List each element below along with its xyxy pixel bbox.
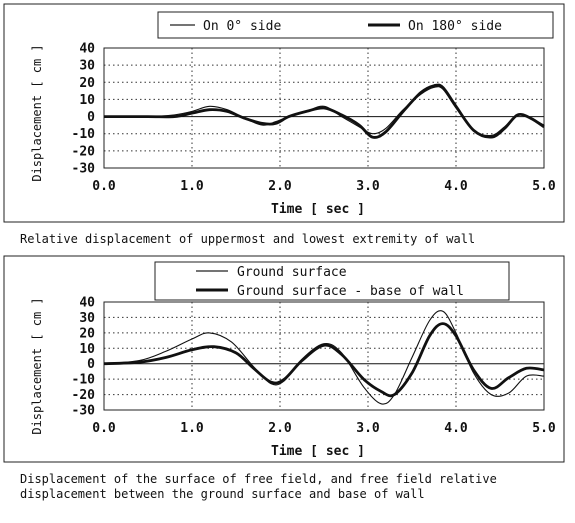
chart-bottom-frame <box>3 255 565 463</box>
chart-top-y-tick-label: -10 <box>72 127 96 142</box>
chart-bottom-legend: Ground surface Ground surface - base of … <box>154 261 510 301</box>
chart-top-legend-box <box>157 11 554 39</box>
chart-bottom-y-tick-label: 0 <box>87 357 95 372</box>
chart-top-y-axis-label: Displacement [ cm ] <box>30 44 44 181</box>
chart-bottom-x-tick-label: 4.0 <box>444 421 468 436</box>
chart-top-plot-border <box>103 47 545 169</box>
chart-top-x-tick-label: 2.0 <box>268 179 292 194</box>
chart-bottom-y-tick-label: 20 <box>79 326 95 341</box>
chart-top-y-tick-label: 10 <box>79 93 95 108</box>
chart-top-legend-label-1: On 180° side <box>408 19 502 34</box>
chart-top-series-0-line <box>103 86 545 137</box>
chart-bottom-caption: Displacement of the surface of free fiel… <box>20 472 505 501</box>
chart-top-caption: Relative displacement of uppermost and l… <box>20 232 476 246</box>
chart-top-y-tick-label: 0 <box>87 110 95 125</box>
chart-bottom-x-tick-label: 2.0 <box>268 421 292 436</box>
chart-top-legend: On 0° side On 180° side <box>157 11 554 39</box>
chart-top-legend-label-0: On 0° side <box>203 19 281 34</box>
chart-bottom-x-tick-label: 1.0 <box>180 421 204 436</box>
chart-bottom-y-tick-label: -20 <box>72 388 96 403</box>
chart-bottom-x-tick-label: 3.0 <box>356 421 380 436</box>
chart-top-plot-area: 40 30 20 10 0 -10 -20 -30 0.0 1.0 2.0 3.0 4.0 5.0 <box>72 42 556 195</box>
chart-top-y-tick-label: 30 <box>79 59 95 74</box>
chart-bottom-series-1-line <box>103 322 545 398</box>
chart-bottom-x-axis-label: Time [ sec ] <box>271 444 365 459</box>
chart-top-x-tick-label: 3.0 <box>356 179 380 194</box>
chart-bottom-legend-box <box>154 261 510 301</box>
chart-bottom-legend-label-1: Ground surface - base of wall <box>237 284 464 299</box>
chart-bottom-y-tick-label: 30 <box>79 311 95 326</box>
chart-bottom-legend-label-0: Ground surface <box>237 265 347 280</box>
chart-bottom-y-axis-label: Displacement [ cm ] <box>30 297 44 434</box>
chart-top-y-tick-label: 20 <box>79 76 95 91</box>
chart-top-y-tick-label: 40 <box>79 42 95 57</box>
chart-bottom-plot-border <box>103 301 545 411</box>
chart-top-x-axis-label: Time [ sec ] <box>271 202 365 217</box>
chart-bottom-x-tick-label: 0.0 <box>92 421 116 436</box>
chart-top-x-tick-label: 5.0 <box>532 179 556 194</box>
chart-top-x-tick-label: 0.0 <box>92 179 116 194</box>
chart-bottom-x-tick-label: 5.0 <box>532 421 556 436</box>
chart-top-series-1-line <box>103 83 545 139</box>
chart-top-x-tick-label: 4.0 <box>444 179 468 194</box>
chart-top-x-tick-label: 1.0 <box>180 179 204 194</box>
chart-top-y-tick-label: -30 <box>72 162 96 177</box>
chart-top-frame <box>3 3 565 223</box>
chart-bottom-y-tick-label: 10 <box>79 342 95 357</box>
chart-bottom-y-tick-label: -30 <box>72 404 96 419</box>
chart-bottom: Ground surface Ground surface - base of … <box>3 255 565 463</box>
chart-bottom-y-tick-label: 40 <box>79 296 95 311</box>
chart-bottom-series-0-line <box>103 310 545 405</box>
chart-bottom-y-tick-label: -10 <box>72 373 96 388</box>
chart-top: On 0° side On 180° side 40 30 20 10 0 -10 -20 -… <box>3 3 565 223</box>
chart-top-y-tick-label: -20 <box>72 144 96 159</box>
